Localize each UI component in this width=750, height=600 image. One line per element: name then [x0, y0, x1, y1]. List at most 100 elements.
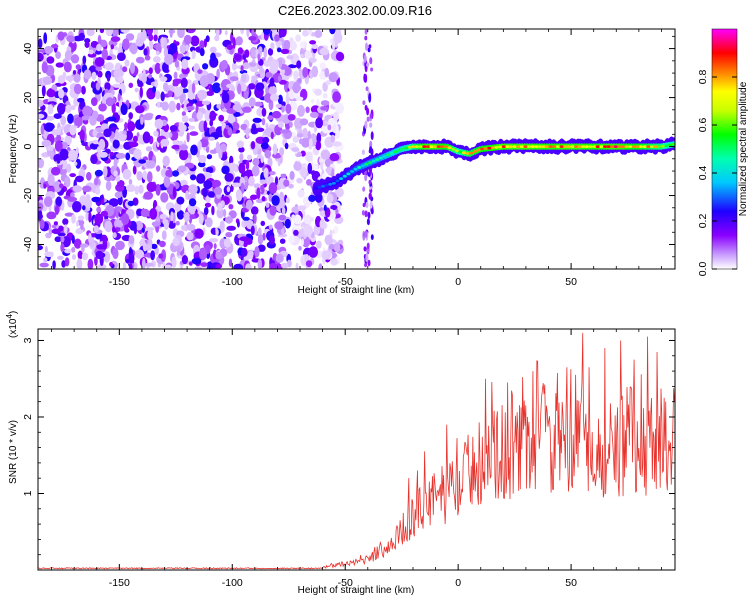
spectrogram-noise-cell — [152, 56, 161, 63]
x-tick-label: -50 — [338, 577, 353, 589]
spectrogram-noise-cell — [160, 138, 170, 147]
spectrogram-noise-cell — [124, 59, 130, 67]
spectrogram-noise-cell — [369, 146, 373, 153]
signal-core — [653, 145, 658, 149]
spectrogram-noise-cell — [315, 117, 323, 129]
signal-core — [577, 145, 582, 149]
spectrogram-noise-cell — [191, 82, 196, 94]
spectrogram-noise-cell — [122, 38, 130, 51]
spectrogram-noise-cell — [227, 127, 233, 136]
spectrogram-noise-cell — [155, 50, 160, 56]
spectrogram-noise-cell — [284, 218, 291, 229]
spectrogram-noise-cell — [104, 220, 113, 233]
spectrogram-noise-cell — [362, 186, 366, 192]
spectrogram-noise-cell — [209, 110, 216, 121]
spectrogram-noise-cell — [130, 62, 135, 74]
y-tick-label: 1 — [22, 490, 34, 496]
spectrogram-noise-cell — [64, 104, 72, 114]
spectrogram-noise-cell — [335, 125, 339, 136]
spectrogram-noise-cell — [240, 83, 247, 92]
spectrogram-noise-cell — [231, 62, 237, 71]
spectrogram-noise-cell — [320, 149, 331, 160]
spectrogram-noise-cell — [274, 176, 279, 186]
spectrogram-noise-cell — [145, 160, 156, 169]
spectrogram-noise-cell — [41, 85, 46, 97]
spectrogram-noise-cell — [72, 70, 77, 75]
spectrogram-noise-cell — [233, 263, 244, 269]
spectrogram-noise-cell — [179, 179, 188, 187]
spectrogram-noise-cell — [159, 76, 168, 82]
x-tick-label: -150 — [109, 276, 130, 288]
spectrogram-noise-cell — [182, 88, 189, 93]
spectrogram-noise-cell — [295, 96, 304, 101]
spectrogram-noise-cell — [248, 97, 256, 107]
spectrogram-noise-cell — [45, 115, 55, 121]
spectrogram-noise-cell — [215, 251, 223, 260]
spectrogram-noise-cell — [309, 216, 314, 222]
colorbar-tick-label: 0.6 — [697, 118, 709, 133]
spectrogram-noise-cell — [56, 134, 62, 143]
spectrogram-noise-cell — [259, 68, 264, 74]
spectrogram-noise-cell — [295, 262, 299, 269]
signal-core — [556, 145, 560, 149]
spectrogram-noise-cell — [367, 259, 371, 267]
spectrogram-noise-cell — [179, 148, 189, 161]
spectrogram-noise-cell — [253, 213, 257, 224]
spectrogram-noise-cell — [364, 104, 368, 111]
spectrogram-noise-cell — [117, 52, 126, 61]
spectrogram-noise-cell — [233, 112, 241, 117]
snr-x-axis-label: Height of straight line (km) — [298, 585, 415, 596]
spectrogram-noise-cell — [43, 257, 48, 263]
spectrogram-noise-cell — [194, 266, 203, 269]
spectrogram-noise-cell — [305, 260, 313, 268]
spectrogram-noise-cell — [185, 44, 189, 52]
signal-core — [628, 145, 633, 149]
spectrogram-noise-cell — [242, 106, 252, 113]
spectrogram-noise-cell — [163, 176, 171, 188]
spectrogram-noise-cell — [299, 138, 303, 145]
y-tick-label: -20 — [22, 188, 34, 203]
spectrogram-noise-cell — [279, 238, 286, 244]
spectrogram-noise-cell — [178, 122, 184, 127]
spectrogram-noise-cell — [333, 225, 339, 234]
spectrogram-noise-cell — [94, 255, 98, 266]
spectrogram-noise-cell — [112, 139, 120, 149]
spectrogram-noise-cell — [55, 62, 64, 68]
spectrogram-noise-cell — [71, 234, 75, 244]
signal-core — [639, 145, 644, 149]
spectrogram-noise-cell — [199, 40, 205, 51]
spectrogram-noise-cell — [242, 62, 251, 70]
spectrogram-noise-cell — [119, 42, 123, 49]
spectrogram-noise-cell — [48, 228, 53, 235]
spectrogram-noise-cell — [154, 62, 161, 75]
spectrogram-noise-cell — [104, 62, 114, 71]
spectrogram-noise-cell — [320, 106, 329, 111]
spectrogram-noise-cell — [105, 29, 113, 37]
spectrogram-noise-cell — [155, 165, 161, 172]
spectrogram-noise-cell — [243, 175, 248, 182]
spectrogram-noise-cell — [186, 132, 190, 143]
spectrogram-noise-cell — [275, 103, 282, 108]
spectrogram-noise-cell — [84, 198, 93, 209]
spectrogram-noise-cell — [152, 86, 157, 93]
spectrogram-noise-cell — [315, 240, 322, 249]
spectrogram-noise-cell — [183, 211, 190, 223]
spectrogram-noise-cell — [46, 211, 57, 220]
spectrogram-noise-cell — [92, 129, 98, 137]
y-tick-label: 20 — [22, 92, 34, 104]
spectrogram-noise-cell — [240, 123, 248, 131]
spectrogram-noise-cell — [199, 75, 210, 88]
spectrogram-noise-cell — [213, 243, 217, 250]
spectrogram-noise-cell — [160, 192, 169, 203]
spectrogram-noise-cell — [75, 228, 84, 235]
signal-core — [476, 148, 481, 152]
spectrogram-noise-cell — [255, 82, 265, 91]
spectrogram-noise-cell — [122, 66, 128, 73]
spectrogram-noise-cell — [75, 158, 82, 169]
spectrogram-noise-cell — [100, 210, 108, 217]
spectrogram-noise-cell — [280, 48, 290, 55]
spectrogram-noise-cell — [64, 176, 71, 188]
signal-core — [375, 158, 380, 162]
spectrogram-noise-cell — [56, 153, 61, 164]
spectrogram-noise-cell — [41, 61, 48, 74]
